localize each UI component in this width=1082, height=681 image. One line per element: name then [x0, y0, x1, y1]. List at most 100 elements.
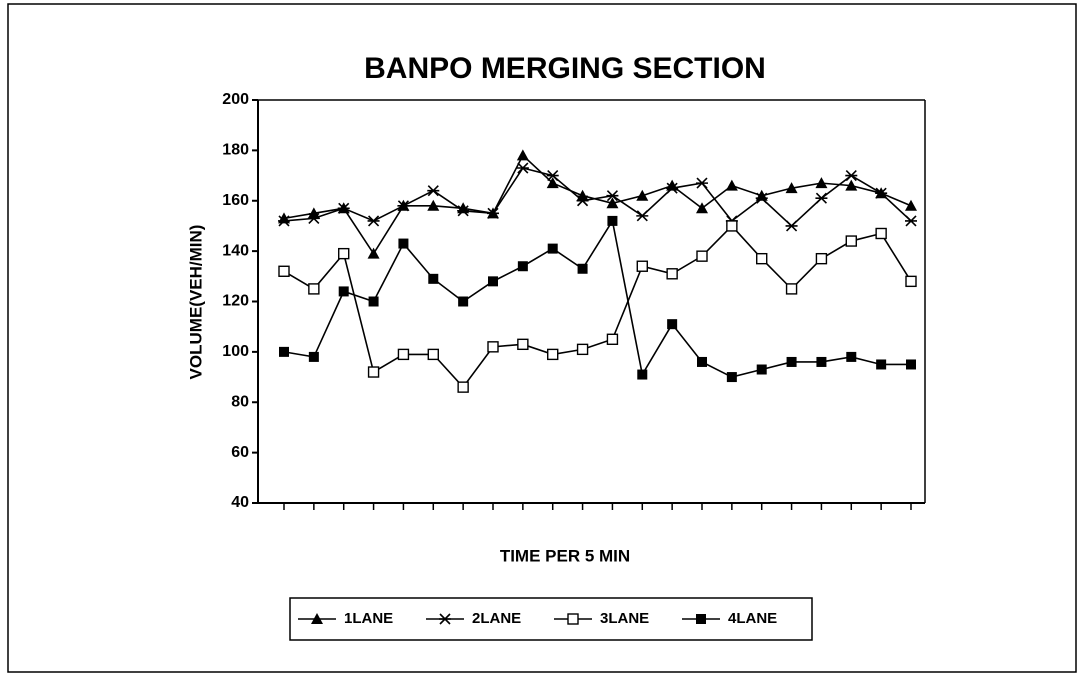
data-point: [696, 202, 708, 214]
data-point: [636, 210, 649, 222]
data-point: [815, 177, 828, 189]
data-point: [337, 202, 350, 214]
data-point: [457, 381, 469, 393]
y-tick-label: 200: [222, 91, 249, 108]
data-point: [756, 364, 767, 375]
data-point: [397, 348, 410, 361]
data-point: [726, 372, 737, 383]
y-tick-label: 100: [222, 343, 249, 360]
data-point: [397, 200, 410, 212]
y-tick-label: 160: [222, 192, 249, 209]
series-line: [283, 167, 912, 228]
data-point: [726, 220, 738, 232]
data-point: [667, 319, 678, 330]
data-point: [606, 333, 619, 345]
data-point: [785, 220, 798, 232]
data-point: [666, 268, 678, 280]
data-point: [875, 187, 888, 199]
data-point: [637, 369, 648, 380]
data-point: [278, 215, 290, 227]
data-point: [487, 207, 499, 219]
data-point: [785, 283, 798, 295]
x-axis-label: TIME PER 5 MIN: [500, 546, 630, 565]
data-point: [666, 182, 679, 194]
y-tick-label: 80: [231, 393, 249, 410]
data-point: [606, 190, 619, 202]
data-point: [755, 192, 768, 204]
legend-label: 4LANE: [728, 610, 777, 627]
legend-marker: [311, 613, 323, 624]
legend-marker: [439, 613, 451, 625]
data-point: [845, 169, 858, 182]
data-point: [905, 215, 917, 227]
chart-title: BANPO MERGING SECTION: [364, 52, 766, 85]
data-point: [785, 182, 798, 194]
data-point: [488, 276, 498, 287]
data-point: [307, 212, 320, 224]
y-tick-label: 40: [231, 494, 249, 511]
data-point: [516, 149, 529, 161]
data-point: [338, 286, 349, 297]
data-point: [279, 346, 289, 357]
legend-label: 1LANE: [344, 610, 393, 627]
data-point: [606, 197, 619, 209]
y-axis-label: VOLUME(VEH/MIN): [186, 225, 205, 380]
data-point: [905, 199, 917, 211]
y-tick-label: 140: [222, 242, 249, 259]
y-tick-label: 120: [222, 293, 249, 310]
series-line: [283, 154, 912, 256]
data-point: [636, 189, 649, 201]
data-point: [308, 351, 319, 362]
data-point: [278, 265, 290, 277]
y-tick-label: 180: [222, 142, 249, 159]
data-point: [725, 179, 738, 191]
data-point: [546, 169, 559, 182]
data-point: [427, 348, 439, 361]
data-point: [577, 263, 588, 274]
legend-label: 2LANE: [472, 610, 521, 627]
data-point: [338, 247, 350, 260]
data-point: [457, 205, 470, 217]
data-point: [398, 238, 409, 249]
data-point: [546, 177, 559, 189]
data-point: [576, 343, 589, 356]
data-point: [367, 366, 380, 378]
legend-marker: [567, 613, 579, 625]
legend-marker: [696, 614, 706, 624]
data-point: [786, 356, 797, 367]
data-point: [516, 162, 529, 174]
data-point: [756, 252, 768, 265]
data-point: [576, 189, 589, 201]
data-point: [368, 296, 379, 307]
data-point: [816, 356, 827, 367]
data-point: [845, 235, 857, 247]
data-point: [517, 261, 528, 272]
data-point: [547, 243, 558, 254]
data-point: [367, 215, 380, 227]
series-line: [283, 218, 911, 378]
data-point: [427, 185, 440, 197]
data-point: [607, 215, 618, 226]
legend-box: [289, 597, 813, 641]
data-point: [487, 341, 499, 353]
series-line: [283, 224, 912, 389]
data-point: [905, 275, 917, 288]
data-point: [876, 359, 887, 370]
data-point: [427, 199, 440, 211]
data-point: [696, 250, 708, 262]
data-point: [815, 192, 828, 204]
data-point: [367, 247, 380, 259]
y-tick-label: 60: [231, 444, 249, 461]
data-point: [875, 227, 887, 240]
data-point: [636, 260, 648, 272]
data-point: [308, 283, 320, 295]
legend-label: 3LANE: [600, 610, 649, 627]
frame: [7, 3, 1077, 673]
data-point: [845, 179, 858, 191]
data-point: [815, 252, 828, 265]
data-point: [547, 348, 559, 361]
data-point: [697, 356, 707, 367]
data-point: [846, 351, 857, 362]
data-point: [517, 338, 529, 351]
